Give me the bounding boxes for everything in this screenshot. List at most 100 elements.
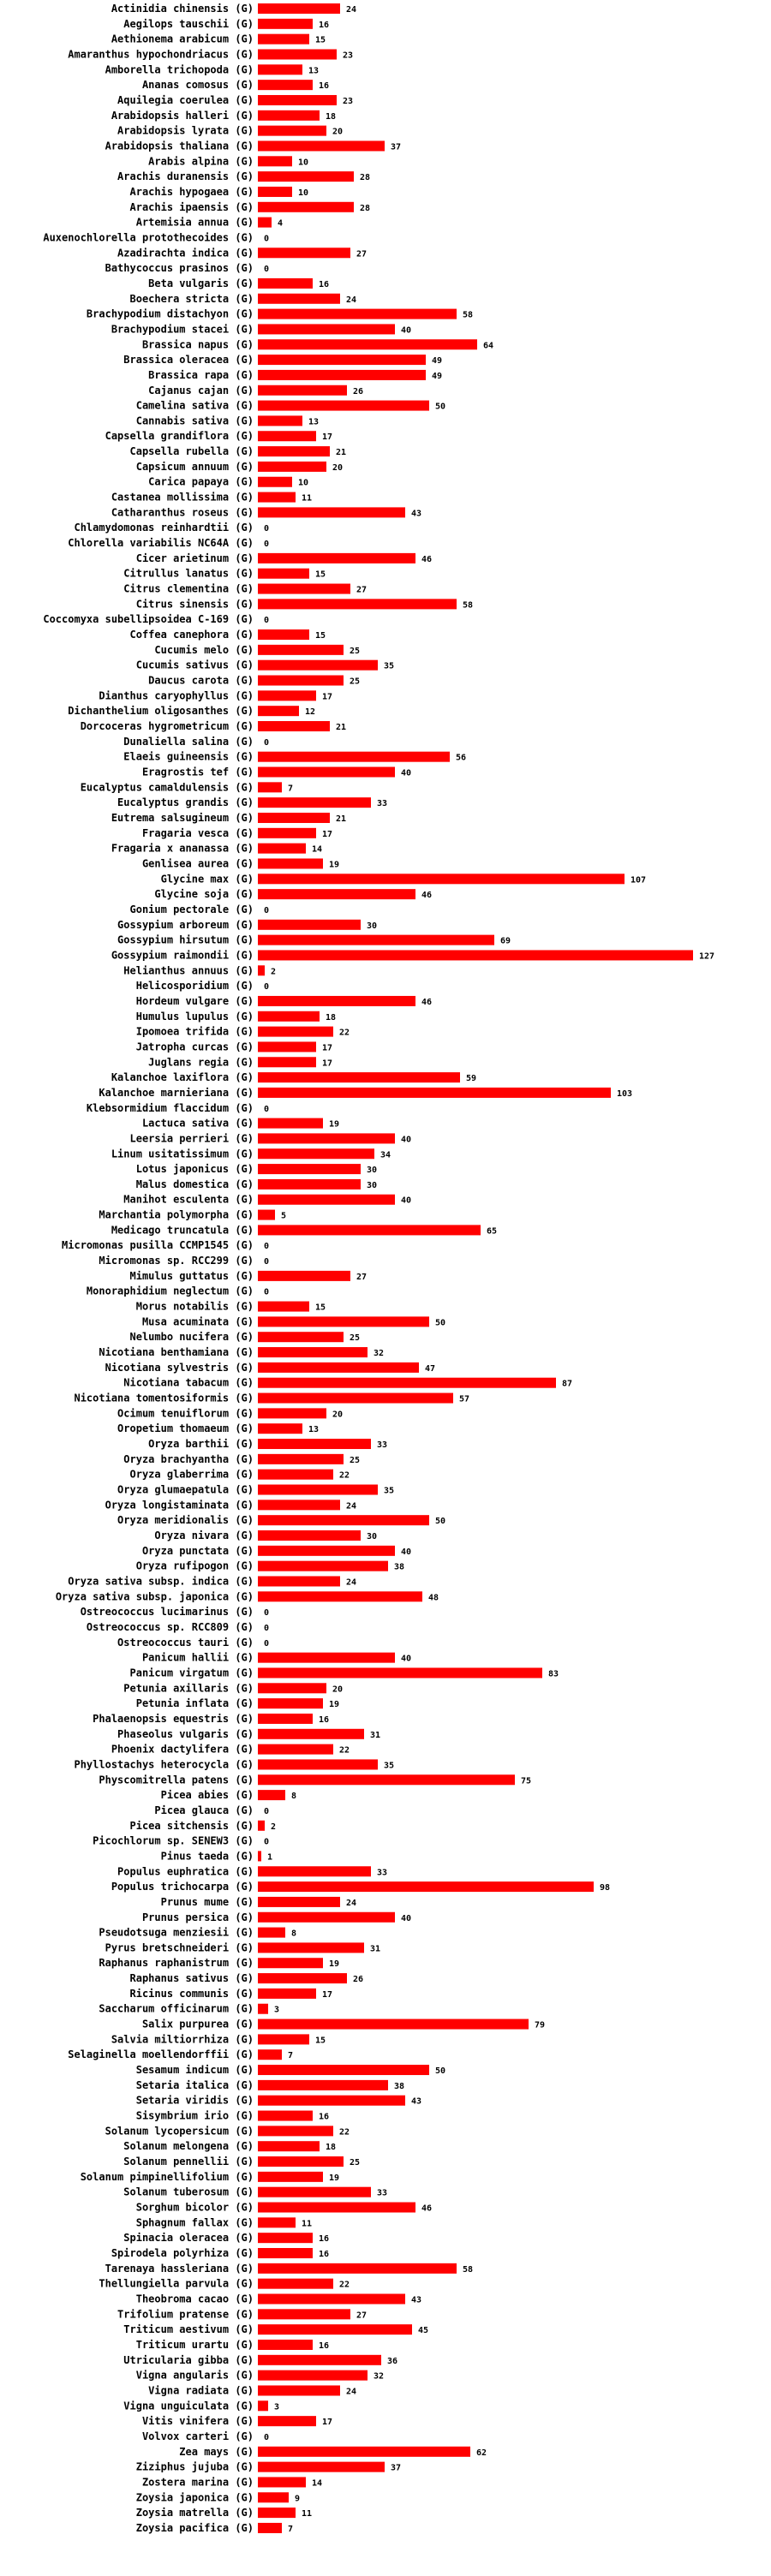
value-label: 46: [421, 555, 432, 564]
category-label: Elaeis guineensis (G): [123, 751, 254, 763]
value-label: 0: [264, 1608, 269, 1618]
bar-row: Cucumis sativus (G) 35: [136, 659, 394, 671]
bar: [258, 1927, 285, 1938]
value-label: 13: [308, 1425, 319, 1434]
bar: [258, 1973, 347, 1984]
category-label: Nicotiana sylvestris (G): [105, 1362, 254, 1374]
value-label: 40: [401, 1655, 411, 1664]
value-label: 25: [350, 2158, 360, 2168]
value-label: 43: [411, 2296, 421, 2305]
bar-row: Gossypium hirsutum (G) 69: [117, 934, 511, 946]
value-label: 58: [463, 600, 473, 610]
bar: [258, 94, 337, 105]
category-label: Cucumis melo (G): [154, 644, 254, 656]
value-label: 17: [322, 692, 332, 701]
value-label: 17: [322, 2418, 332, 2427]
value-label: 57: [459, 1395, 469, 1404]
bar-row: Oryza sativa subsp. japonica (G) 48: [56, 1590, 439, 1602]
bar-row: Zoysia pacifica (G) 7: [136, 2522, 293, 2534]
value-label: 46: [421, 2204, 432, 2214]
bar: [258, 1453, 344, 1464]
value-label: 27: [356, 1273, 367, 1282]
bar: [258, 201, 354, 212]
bar: [258, 2003, 268, 2014]
category-label: Chlamydomonas reinhardtii (G): [74, 522, 254, 534]
value-label: 49: [432, 372, 442, 381]
category-label: Zostera marina (G): [142, 2476, 254, 2488]
category-label: Camelina sativa (G): [136, 400, 254, 412]
bar-row: Populus euphratica (G) 33: [117, 1865, 387, 1877]
bar: [258, 355, 426, 366]
category-label: Oryza punctata (G): [142, 1545, 254, 1557]
bar-row: Pyrus bretschneideri (G) 31: [105, 1941, 380, 1953]
bar-row: Brachypodium stacei (G) 40: [111, 323, 411, 335]
value-label: 19: [329, 1959, 339, 1969]
bar: [258, 2065, 429, 2076]
bar: [258, 446, 330, 457]
value-label: 23: [343, 51, 353, 60]
bar: [258, 583, 350, 594]
bar-row: Solanum melongena (G) 18: [123, 2140, 336, 2152]
bar: [258, 827, 316, 838]
bar: [258, 1026, 333, 1037]
bar-row: Picea abies (G) 8: [161, 1789, 296, 1801]
bar: [258, 2156, 344, 2168]
bar-row: Glycine soja (G) 46: [154, 888, 432, 900]
bar: [258, 492, 296, 503]
bar: [258, 2018, 529, 2030]
bar: [258, 1164, 361, 1175]
value-label: 7: [288, 784, 293, 793]
category-label: Musa acuminata (G): [142, 1315, 254, 1327]
bar-row: Ricinus communis (G) 17: [130, 1988, 333, 2000]
value-label: 32: [374, 2372, 384, 2382]
bar: [258, 706, 299, 717]
bar-row: Marchantia polymorpha (G) 5: [99, 1209, 286, 1221]
bar-row: Oryza longistaminata (G) 24: [105, 1499, 356, 1511]
category-label: Kalanchoe laxiflora (G): [111, 1071, 254, 1083]
bar: [258, 1087, 611, 1098]
bar: [258, 476, 292, 487]
value-label: 1: [267, 1852, 272, 1862]
category-label: Zea mays (G): [179, 2446, 254, 2458]
value-label: 0: [264, 738, 269, 748]
bar: [258, 659, 378, 671]
category-label: Picea sitchensis (G): [130, 1820, 254, 1832]
category-label: Dichanthelium oligosanthes (G): [68, 705, 254, 717]
category-label: Nicotiana tabacum (G): [123, 1377, 254, 1389]
value-label: 33: [377, 799, 387, 808]
category-label: Aegilops tauschii (G): [123, 18, 254, 30]
category-label: Mimulus guttatus (G): [130, 1270, 254, 1282]
category-label: Gossypium hirsutum (G): [117, 934, 254, 946]
category-label: Spirodela polyrhiza (G): [111, 2247, 254, 2259]
bar-row: Saccharum officinarum (G) 3: [99, 2003, 279, 2015]
value-label: 59: [466, 1074, 476, 1083]
bar: [258, 461, 326, 472]
value-label: 69: [500, 937, 511, 946]
value-label: 25: [350, 647, 360, 656]
category-label: Solanum pennellii (G): [123, 2156, 254, 2168]
bar-row: Sphagnum fallax (G) 11: [136, 2216, 312, 2228]
bar-row: Picea sitchensis (G) 2: [130, 1820, 277, 1832]
value-label: 34: [380, 1150, 391, 1160]
bar-row: Salvia miltiorrhiza (G) 15: [111, 2033, 326, 2045]
category-label: Physcomitrella patens (G): [99, 1774, 254, 1786]
bar: [258, 171, 354, 182]
value-label: 27: [356, 2311, 367, 2320]
value-label: 28: [360, 204, 370, 213]
category-label: Prunus mume (G): [161, 1896, 254, 1908]
category-label: Ipomoea trifida (G): [136, 1026, 254, 1038]
category-label: Brassica rapa (G): [148, 369, 254, 381]
value-label: 87: [562, 1380, 572, 1389]
bar-row: Aethionema arabicum (G) 15: [111, 33, 326, 45]
bar-row: Jatropha curcas (G) 17: [136, 1041, 332, 1052]
bar-row: Salix purpurea (G) 79: [142, 2018, 545, 2030]
category-label: Utricularia gibba (G): [123, 2354, 254, 2366]
bar: [258, 1423, 302, 1434]
value-label: 15: [315, 2036, 326, 2045]
bar: [258, 2324, 412, 2335]
category-label: Helicosporidium (G): [136, 980, 254, 992]
category-label: Picea abies (G): [161, 1789, 254, 1801]
bar: [258, 1774, 515, 1786]
category-label: Oryza glaberrima (G): [130, 1469, 254, 1481]
category-label: Dorcoceras hygrometricum (G): [81, 720, 254, 732]
